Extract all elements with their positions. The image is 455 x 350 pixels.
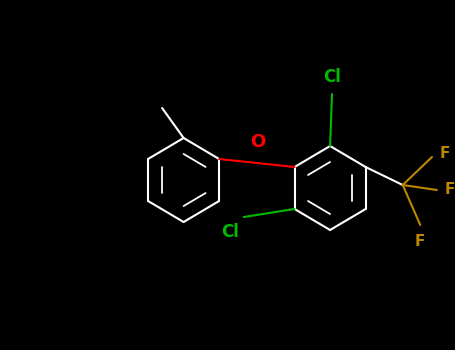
Text: F: F (415, 234, 425, 249)
Text: Cl: Cl (323, 68, 341, 86)
Text: O: O (250, 133, 265, 151)
Text: Cl: Cl (221, 223, 239, 241)
Text: F: F (445, 182, 455, 197)
Text: F: F (440, 147, 450, 161)
